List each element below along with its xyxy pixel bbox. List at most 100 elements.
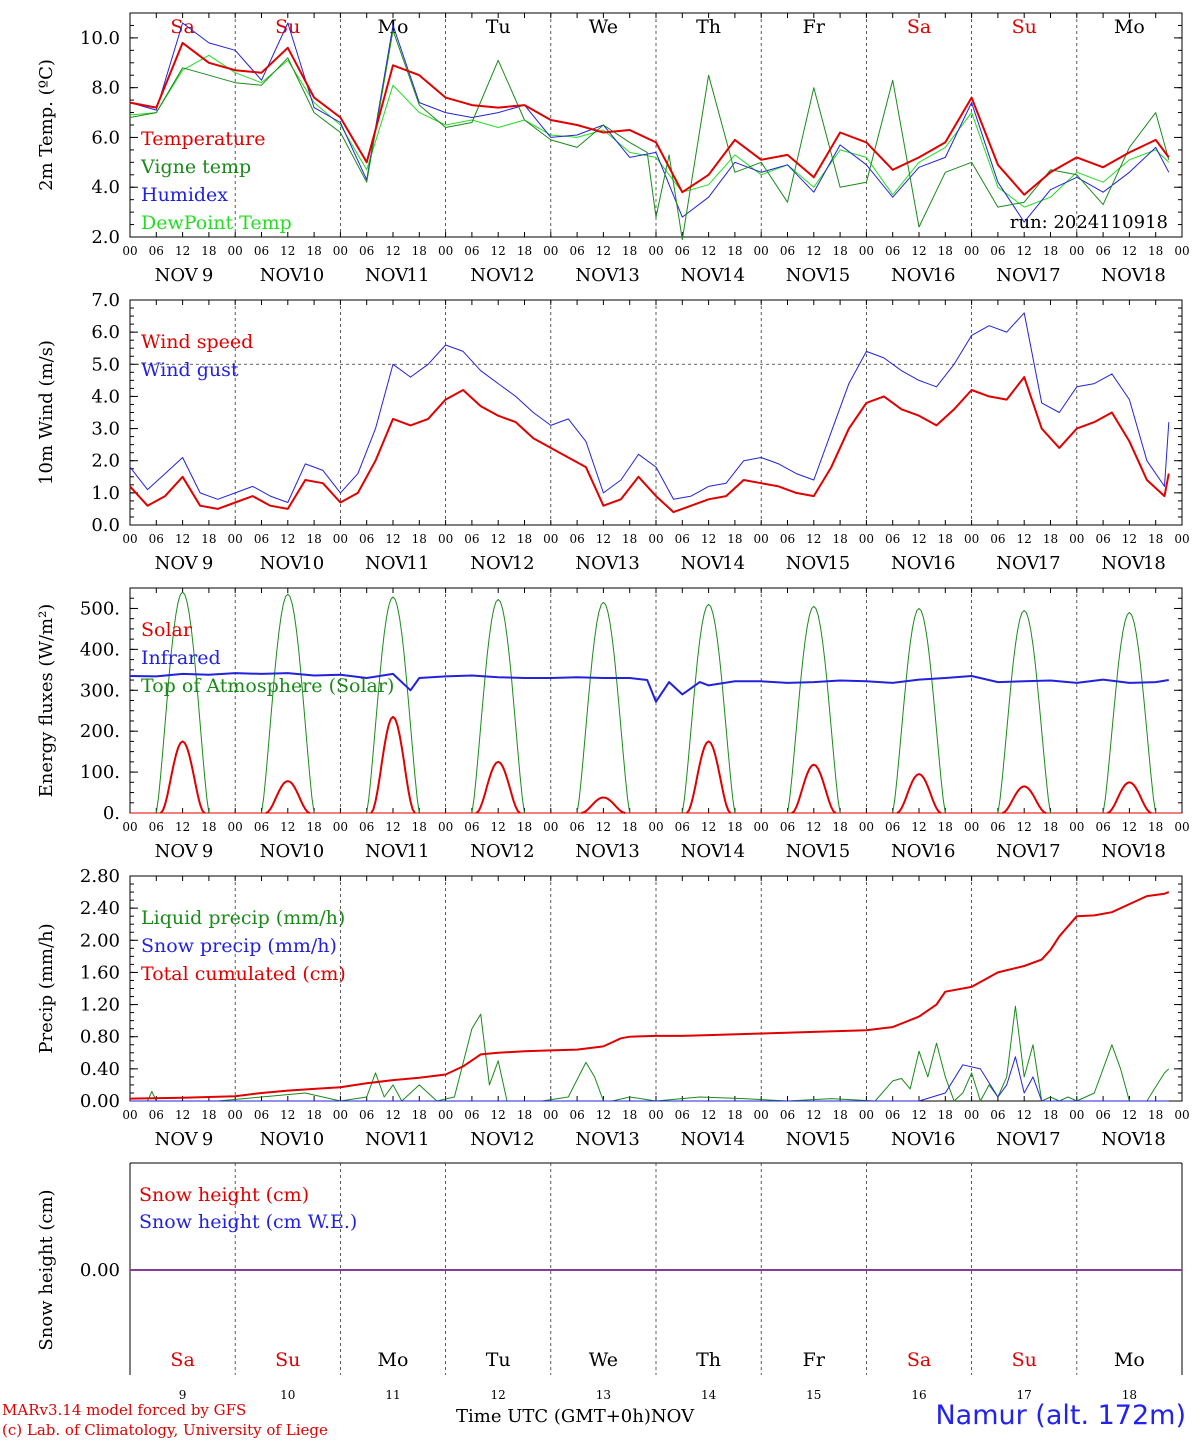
hour-tick-label: 12 <box>280 244 295 258</box>
hour-tick-label: 00 <box>228 244 243 258</box>
hour-tick-label: 18 <box>938 244 953 258</box>
hour-tick-label: 12 <box>175 244 190 258</box>
hour-tick-label: 06 <box>464 820 479 834</box>
hour-tick-label: 06 <box>675 532 690 546</box>
hour-tick-label: 00 <box>333 532 348 546</box>
hour-tick-label: 00 <box>228 1108 243 1122</box>
y-tick-label: 200. <box>80 721 120 742</box>
y-tick-label: 5.0 <box>91 354 120 375</box>
date-month-label: NOV <box>996 265 1040 286</box>
hour-tick-label: 12 <box>911 532 926 546</box>
date-day-label: 17 <box>1038 553 1061 574</box>
hour-tick-label: 18 <box>832 244 847 258</box>
date-day-label: 14 <box>722 553 745 574</box>
panel-frame <box>129 12 1183 238</box>
hour-tick-label: 00 <box>228 532 243 546</box>
weekday-label: Sa <box>907 16 931 38</box>
date-day-label: 17 <box>1038 265 1061 286</box>
legend-entry: Snow height (cm) <box>139 1184 309 1206</box>
date-day-label: 14 <box>722 265 745 286</box>
solar-day-12 <box>475 760 521 814</box>
hour-tick-label: 18 <box>201 1108 216 1122</box>
legend-entry: Infrared <box>141 647 221 669</box>
hour-tick-label: 00 <box>964 532 979 546</box>
hour-tick-label: 12 <box>385 820 400 834</box>
date-month-label: NOV <box>786 1129 830 1150</box>
hour-tick-label: 18 <box>412 244 427 258</box>
date-day-label: 10 <box>301 553 324 574</box>
panel-frame <box>129 299 1183 526</box>
weekday-label: We <box>589 16 618 38</box>
hour-tick-label: 12 <box>701 820 716 834</box>
series-wind-gust <box>129 312 1170 503</box>
date-day-label: 10 <box>301 1129 324 1150</box>
date-month-label: NOV <box>365 841 409 862</box>
legend-entry: Vigne temp <box>140 156 251 178</box>
date-day-label: 15 <box>827 841 850 862</box>
solar-day-11 <box>370 715 416 814</box>
date-day-label: 11 <box>407 553 430 574</box>
date-day-label: 13 <box>617 553 640 574</box>
date-day-label: 9 <box>202 841 213 862</box>
y-tick-label: 10.0 <box>80 28 120 49</box>
hour-tick-label: 18 <box>1148 820 1163 834</box>
time-axis-month: NOV <box>650 1406 695 1427</box>
date-day-label: 16 <box>933 1129 956 1150</box>
hour-tick-label: 06 <box>464 532 479 546</box>
hour-tick-label: 12 <box>806 820 821 834</box>
solar-day-9 <box>159 740 206 814</box>
date-month-label: NOV <box>1101 841 1145 862</box>
legend-entry: Humidex <box>141 184 228 206</box>
series-infrared <box>129 672 1169 703</box>
hour-tick-label: 00 <box>754 820 769 834</box>
date-month-label: NOV <box>786 841 830 862</box>
hour-tick-label: 00 <box>964 820 979 834</box>
hour-tick-label: 12 <box>806 244 821 258</box>
hour-tick-label: 06 <box>464 1108 479 1122</box>
hour-tick-label: 18 <box>306 244 321 258</box>
hour-tick-label: 12 <box>491 820 506 834</box>
time-axis-label: Time UTC (GMT+0h)NOV <box>456 1406 694 1427</box>
hour-tick-label: 12 <box>1122 532 1137 546</box>
solar-day-17 <box>1001 785 1047 814</box>
y-tick-label: 6.0 <box>91 127 120 148</box>
hour-tick-label: 18 <box>306 820 321 834</box>
hour-tick-label: 12 <box>1017 532 1032 546</box>
y-tick-label: 0.00 <box>80 1260 120 1281</box>
day-number-label: 10 <box>280 1388 295 1402</box>
toa-solar-day-16 <box>892 608 946 814</box>
date-month-label: NOV <box>681 841 725 862</box>
day-number-label: 14 <box>701 1388 717 1402</box>
day-number-label: 18 <box>1122 1388 1137 1402</box>
hour-tick-label: 12 <box>806 1108 821 1122</box>
toa-solar-day-13 <box>576 601 631 814</box>
hour-tick-label: 06 <box>885 532 900 546</box>
hour-tick-label: 18 <box>727 532 742 546</box>
hour-tick-label: 18 <box>727 820 742 834</box>
hour-tick-label: 06 <box>359 820 374 834</box>
date-day-label: 10 <box>301 841 324 862</box>
date-month-label: NOV <box>575 265 619 286</box>
day-number-label: 11 <box>385 1388 400 1402</box>
hour-tick-label: 12 <box>596 820 611 834</box>
hour-tick-label: 18 <box>412 1108 427 1122</box>
date-month-label: NOV <box>470 1129 514 1150</box>
panel-1: 2.0 4.0 6.0 8.0 10.0 2m Temp. (ºC) Sa Su Mo Tu We T… <box>36 12 1190 286</box>
hour-tick-label: 12 <box>1122 1108 1137 1122</box>
hour-tick-label: 12 <box>175 820 190 834</box>
series-total-cumulated-cm- <box>129 891 1170 1100</box>
hour-tick-label: 18 <box>306 1108 321 1122</box>
date-day-label: 15 <box>827 1129 850 1150</box>
hour-tick-label: 18 <box>412 820 427 834</box>
hour-tick-label: 18 <box>1148 244 1163 258</box>
hour-tick-label: 18 <box>832 1108 847 1122</box>
hour-tick-label: 06 <box>1095 1108 1110 1122</box>
series-liquid-precip-mm-h- <box>130 1005 1170 1102</box>
weekday-label: Sa <box>907 1349 931 1371</box>
weekday-label: Su <box>1012 16 1037 38</box>
hour-tick-label: 06 <box>1095 244 1110 258</box>
hour-tick-label: 06 <box>359 244 374 258</box>
solar-day-18 <box>1107 781 1152 814</box>
